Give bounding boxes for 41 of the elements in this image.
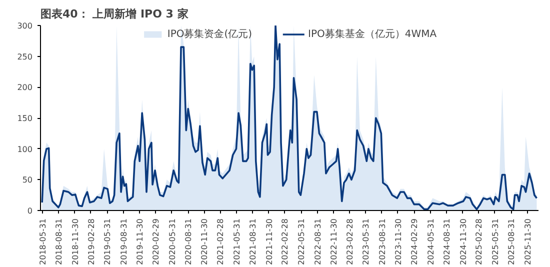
y-tick-label: 0: [27, 206, 33, 216]
x-tick-label: 2022-05-31: [297, 218, 306, 265]
x-tick-label: 2020-08-31: [184, 218, 194, 265]
x-tick-label: 2025-08-31: [507, 218, 516, 265]
x-tick-label: 2019-11-30: [135, 218, 144, 265]
x-tick-label: 2023-05-31: [362, 218, 371, 265]
x-tick-label: 2019-02-28: [86, 218, 96, 265]
x-tick-label: 2020-02-29: [152, 218, 161, 265]
x-tick-label: 2023-11-30: [394, 218, 403, 265]
y-tick-label: 200: [17, 83, 33, 92]
x-tick-label: 2025-05-31: [490, 218, 500, 265]
x-tick-label: 2019-08-31: [119, 218, 128, 265]
chart-title: 图表40： 上周新增 IPO 3 家: [40, 8, 188, 20]
legend-label: IPO募集基金（亿元）4WMA: [308, 28, 437, 41]
x-tick-label: 2024-11-30: [458, 218, 468, 265]
x-tick-label: 2021-05-31: [232, 218, 242, 265]
x-tick-label: 2022-08-31: [313, 218, 322, 265]
x-tick-label: 2023-08-31: [378, 218, 387, 265]
x-tick-label: 2025-11-30: [523, 218, 532, 265]
x-tick-label: 2022-11-30: [329, 218, 338, 265]
x-tick-label: 2024-08-31: [442, 218, 452, 265]
x-tick-label: 2022-02-28: [280, 218, 290, 265]
x-tick-label: 2025-02-28: [474, 218, 484, 265]
x-tick-label: 2021-11-30: [264, 218, 274, 265]
y-tick-label: 250: [17, 52, 33, 62]
legend-label: IPO募集资金(亿元): [167, 28, 252, 41]
x-tick-label: 2020-05-31: [168, 218, 177, 265]
x-tick-label: 2021-08-31: [248, 218, 258, 265]
x-tick-label: 2024-05-31: [426, 218, 436, 265]
x-tick-label: 2024-02-29: [410, 218, 420, 265]
y-tick-label: 50: [22, 176, 33, 185]
x-tick-label: 2021-02-28: [216, 218, 226, 265]
x-tick-label: 2023-02-28: [345, 218, 354, 265]
x-tick-label: 2020-11-30: [200, 218, 210, 265]
y-tick-label: 150: [17, 114, 33, 123]
y-tick-label: 300: [17, 22, 33, 30]
x-tick-label: 2018-11-30: [70, 218, 80, 265]
y-tick-label: 100: [17, 144, 33, 154]
x-tick-label: 2018-05-31: [38, 218, 48, 265]
x-tick-label: 2018-08-31: [54, 218, 64, 265]
x-tick-label: 2019-05-31: [103, 218, 112, 265]
